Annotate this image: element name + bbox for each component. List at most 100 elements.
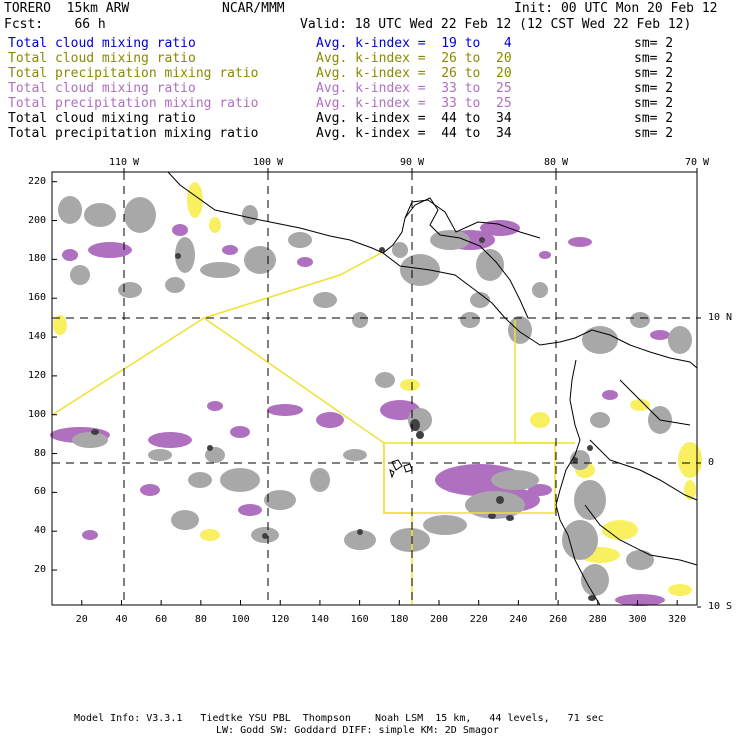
y-tick-label-3: 80 xyxy=(33,447,46,459)
x-tick-label-2: 60 xyxy=(155,614,168,625)
gray-area-20 xyxy=(668,326,692,354)
coastlines xyxy=(167,171,698,606)
x-tick-label-10: 220 xyxy=(469,614,488,625)
legend-field-0: Total cloud mixing ratio xyxy=(8,36,196,51)
west-region-box xyxy=(51,317,413,605)
legend-sm-0: sm= 2 xyxy=(634,36,674,51)
forecast-hour: Fcst: 66 h xyxy=(4,17,106,32)
lon-label-0: 110 W xyxy=(108,157,140,168)
x-tick-label-14: 300 xyxy=(628,614,647,625)
lat-lon-grid xyxy=(52,172,697,605)
purple-area-16 xyxy=(602,390,618,400)
dark-core-9 xyxy=(506,515,514,521)
lon-label-1: 100 W xyxy=(252,157,284,168)
legend-sm-2: sm= 2 xyxy=(634,66,674,81)
yellow-area-8 xyxy=(602,520,638,540)
legend-field-1: Total cloud mixing ratio xyxy=(8,51,196,66)
gray-area-34 xyxy=(344,530,376,550)
legend-sm-6: sm= 2 xyxy=(634,126,674,141)
purple-area-6 xyxy=(267,404,303,416)
yellow-area-3 xyxy=(400,379,420,391)
gray-area-19 xyxy=(630,312,650,328)
dark-core-14 xyxy=(479,237,485,243)
purple-area-21 xyxy=(222,245,238,255)
gray-area-25 xyxy=(562,520,598,560)
gray-area-29 xyxy=(264,490,296,510)
gray-area-45 xyxy=(460,312,480,328)
lon-label-4: 70 W xyxy=(684,157,710,168)
yellow-area-7 xyxy=(684,480,696,500)
purple-area-18 xyxy=(528,484,552,496)
gray-area-44 xyxy=(352,312,368,328)
legend-sm-4: sm= 2 xyxy=(634,96,674,111)
gray-area-39 xyxy=(72,432,108,448)
x-tick-label-5: 120 xyxy=(271,614,290,625)
gray-area-16 xyxy=(470,292,490,308)
yellow-area-4 xyxy=(530,412,550,428)
purple-area-24 xyxy=(207,401,223,411)
legend-sm-5: sm= 2 xyxy=(634,111,674,126)
cloud-shading-layer xyxy=(50,182,702,606)
legend-field-5: Total cloud mixing ratio xyxy=(8,111,196,126)
purple-area-17 xyxy=(650,330,670,340)
purple-area-0 xyxy=(88,242,132,258)
gray-area-28 xyxy=(220,468,260,492)
dark-core-10 xyxy=(496,496,504,504)
gray-area-12 xyxy=(375,372,395,388)
yellow-area-11 xyxy=(200,529,220,541)
gray-area-26 xyxy=(581,564,609,596)
north-line xyxy=(203,251,384,319)
x-tick-label-3: 80 xyxy=(194,614,207,625)
y-tick-label-7: 160 xyxy=(27,292,46,304)
model-info: Model Info: V3.3.1 Tiedtke YSU PBL Thomp… xyxy=(74,713,604,724)
gray-area-37 xyxy=(465,491,525,519)
x-tick-label-0: 20 xyxy=(75,614,88,625)
gray-area-22 xyxy=(590,412,610,428)
purple-area-15 xyxy=(568,237,592,247)
gray-area-42 xyxy=(343,449,367,461)
gray-area-8 xyxy=(242,205,258,225)
gray-area-2 xyxy=(124,197,156,233)
dark-core-8 xyxy=(488,513,496,519)
dark-core-0 xyxy=(91,429,99,435)
x-tick-label-9: 200 xyxy=(430,614,449,625)
gray-area-47 xyxy=(392,242,408,258)
dark-core-11 xyxy=(587,445,593,451)
gray-area-30 xyxy=(310,468,330,492)
gray-area-31 xyxy=(171,510,199,530)
gray-area-38 xyxy=(491,470,539,490)
gray-area-15 xyxy=(476,249,504,281)
lon-label-3: 80 W xyxy=(543,157,569,168)
yellow-area-1 xyxy=(209,217,221,233)
legend-kindex-1: Avg. k-index = 26 to 20 xyxy=(316,51,512,66)
purple-area-2 xyxy=(62,249,78,261)
y-tick-label-10: 220 xyxy=(27,175,46,187)
legend-kindex-5: Avg. k-index = 44 to 34 xyxy=(316,111,512,126)
gray-area-9 xyxy=(244,246,276,274)
purple-area-11 xyxy=(140,484,160,496)
gray-area-5 xyxy=(175,237,195,273)
dark-core-13 xyxy=(588,595,596,601)
gray-area-35 xyxy=(390,528,430,552)
gray-area-11 xyxy=(313,292,337,308)
yucatan-coast xyxy=(404,197,441,236)
y-tick-label-2: 60 xyxy=(33,486,46,498)
yellow-area-0 xyxy=(187,182,203,218)
purple-area-1 xyxy=(172,224,188,236)
x-tick-label-7: 160 xyxy=(350,614,369,625)
y-tick-label-1: 40 xyxy=(33,525,46,537)
yellow-area-6 xyxy=(678,442,702,478)
gray-area-18 xyxy=(582,326,618,354)
colombia-border xyxy=(619,379,691,426)
yellow-area-2 xyxy=(53,315,67,335)
purple-area-23 xyxy=(539,251,551,259)
south-america-coast xyxy=(555,359,601,606)
y-tick-label-5: 120 xyxy=(27,369,46,381)
x-tick-label-15: 320 xyxy=(668,614,687,625)
y-tick-label-6: 140 xyxy=(27,331,46,343)
x-tick-label-8: 180 xyxy=(390,614,409,625)
legend-field-4: Total precipitation mixing ratio xyxy=(8,96,259,111)
x-tick-label-11: 240 xyxy=(509,614,528,625)
gray-area-1 xyxy=(84,203,116,227)
gray-area-6 xyxy=(200,262,240,278)
